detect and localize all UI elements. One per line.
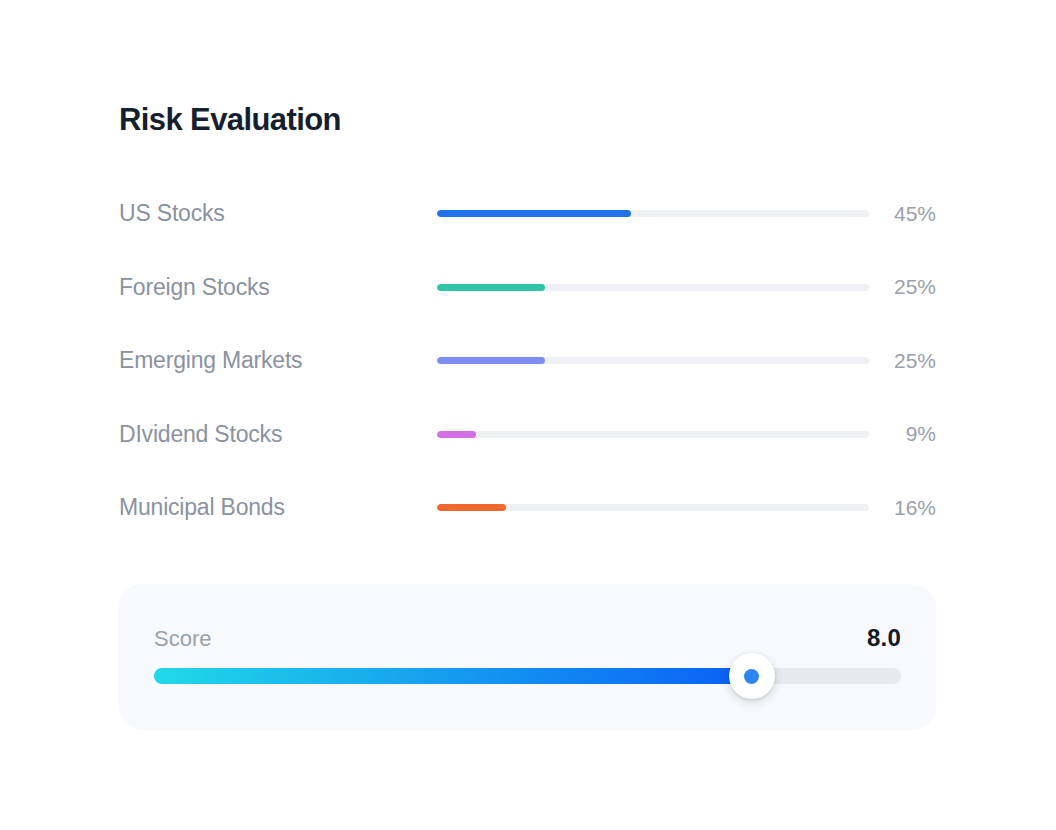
score-header: Score 8.0 <box>154 624 901 652</box>
allocation-row-municipal-bonds: Municipal Bonds 16% <box>119 489 936 526</box>
score-slider[interactable] <box>154 668 901 684</box>
allocation-bar-fill <box>437 210 631 217</box>
slider-thumb[interactable] <box>729 653 775 699</box>
allocation-percent: 45% <box>869 202 936 226</box>
allocation-label: DIvidend Stocks <box>119 421 437 448</box>
score-label: Score <box>154 626 211 652</box>
score-card: Score 8.0 <box>119 584 936 729</box>
allocation-bar-track <box>437 210 869 217</box>
allocation-bar-fill <box>437 431 476 438</box>
allocation-row-dividend-stocks: DIvidend Stocks 9% <box>119 416 936 453</box>
allocation-bar-track <box>437 284 869 291</box>
allocation-row-emerging-markets: Emerging Markets 25% <box>119 342 936 379</box>
allocation-percent: 16% <box>869 496 936 520</box>
page-title: Risk Evaluation <box>119 100 936 140</box>
allocation-percent: 25% <box>869 349 936 373</box>
allocation-bar-fill <box>437 284 545 291</box>
slider-fill <box>154 668 752 684</box>
allocation-label: Emerging Markets <box>119 347 437 374</box>
allocation-percent: 9% <box>869 422 936 446</box>
allocation-row-foreign-stocks: Foreign Stocks 25% <box>119 269 936 306</box>
allocation-bar-fill <box>437 357 545 364</box>
risk-evaluation-panel: Risk Evaluation US Stocks 45% Foreign St… <box>0 0 1056 830</box>
allocation-bar-fill <box>437 504 506 511</box>
slider-thumb-dot-icon <box>744 669 759 684</box>
allocation-bar-track <box>437 357 869 364</box>
score-value: 8.0 <box>867 624 901 652</box>
allocation-bar-track <box>437 504 869 511</box>
allocation-list: US Stocks 45% Foreign Stocks 25% Emergin… <box>119 195 936 526</box>
allocation-label: Foreign Stocks <box>119 274 437 301</box>
allocation-row-us-stocks: US Stocks 45% <box>119 195 936 232</box>
allocation-bar-track <box>437 431 869 438</box>
allocation-label: US Stocks <box>119 200 437 227</box>
allocation-label: Municipal Bonds <box>119 494 437 521</box>
allocation-percent: 25% <box>869 275 936 299</box>
